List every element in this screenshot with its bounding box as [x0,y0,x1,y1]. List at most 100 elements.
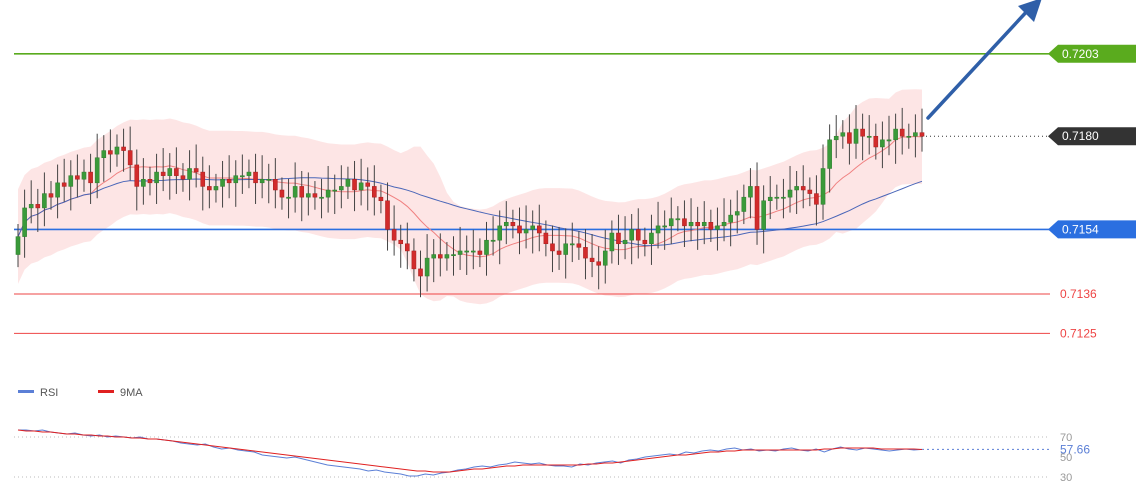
bearish-candle-body [543,232,549,245]
candle [721,198,727,242]
bearish-candle-body [635,229,641,241]
candle [609,220,615,264]
candle [833,115,839,159]
candle [530,210,535,254]
candle [556,226,562,270]
bullish-candle-body [484,239,489,255]
candle [464,235,469,275]
bearish-candle-body [899,128,905,137]
bullish-candle-body [358,182,364,191]
bearish-candle-body [576,243,582,248]
bullish-candle-body [306,193,311,198]
bullish-candle-body [444,254,450,259]
bullish-candle-body [325,189,331,198]
bullish-candle-body [893,128,898,141]
bullish-candle-body [55,182,60,198]
candle [517,207,522,255]
candle [286,178,291,219]
bullish-candle-body [81,171,87,180]
bullish-candle-body [767,196,773,202]
candle [266,163,272,204]
bearish-candle-body [536,225,542,234]
bearish-candle-body [226,178,232,184]
candle [174,147,179,194]
candle [220,160,225,208]
bullish-candle-body [339,186,344,191]
bearish-candle-body [61,182,67,187]
candle [312,181,318,210]
bearish-candle-body [207,186,212,191]
candle [451,236,456,276]
candle [688,198,694,242]
9ma-legend-swatch [98,390,114,393]
candle [94,133,100,199]
bearish-candle-body [405,243,410,252]
candle [794,171,799,215]
bullish-candle-body [629,229,634,241]
bullish-candle-body [187,168,192,180]
candle [893,113,898,164]
bearish-candle-body [398,239,404,245]
candle [589,234,595,278]
candle [438,233,443,277]
candle [345,166,351,199]
candle [655,201,661,249]
bullish-candle-body [662,225,667,228]
candle [536,204,542,252]
bullish-candle-body [675,218,681,221]
bullish-candle-body [424,257,430,277]
bullish-candle-body [833,135,839,141]
bullish-candle-body [602,250,608,266]
candle [919,108,925,152]
rsi-tick-70: 70 [1060,432,1072,444]
bearish-candle-body [550,243,555,252]
bullish-candle-body [787,189,793,198]
bearish-candle-body [200,171,206,187]
bearish-candle-body [695,222,700,227]
candle [761,185,766,254]
candle [701,201,707,245]
candle [662,210,667,250]
bullish-candle-body [457,250,463,255]
bullish-candle-body [761,200,766,230]
bullish-candle-body [913,132,918,137]
candle [134,149,140,211]
bullish-candle-body [655,225,661,234]
bearish-candle-body [754,186,760,230]
bearish-candle-body [596,261,601,266]
candle [193,144,199,188]
candle [167,153,173,200]
candle [15,224,21,268]
candle [352,160,357,212]
current-badge [1048,127,1136,146]
candle [471,229,476,270]
bullish-candle-body [497,225,502,241]
bullish-candle-body [748,186,753,198]
bullish-candle-body [503,222,509,227]
bullish-candle-body [332,189,338,192]
bearish-candle-body [127,150,133,166]
bullish-candle-body [609,232,615,252]
rsi-panel: RSI 9MA 70 50 30 57.66 [14,387,1090,484]
bullish-candle-body [246,171,252,176]
candle [490,216,496,256]
bullish-candle-body [259,178,265,184]
bullish-candle-body [94,157,100,184]
bullish-candle-body [28,204,34,209]
pivot-value: 0.7154 [1062,222,1099,236]
bearish-candle-body [193,168,199,173]
bearish-candle-body [372,186,377,198]
bullish-candle-body [345,178,351,187]
candle [81,159,87,192]
rsi-legend-label: RSI [40,387,58,399]
bearish-candle-body [312,193,318,198]
bearish-candle-body [873,135,879,148]
candle [207,165,212,209]
candle [279,177,285,210]
bullish-candle-body [880,139,885,148]
bearish-candle-body [48,193,54,198]
bullish-candle-body [906,135,912,138]
candle [649,214,654,265]
candle [774,184,780,210]
